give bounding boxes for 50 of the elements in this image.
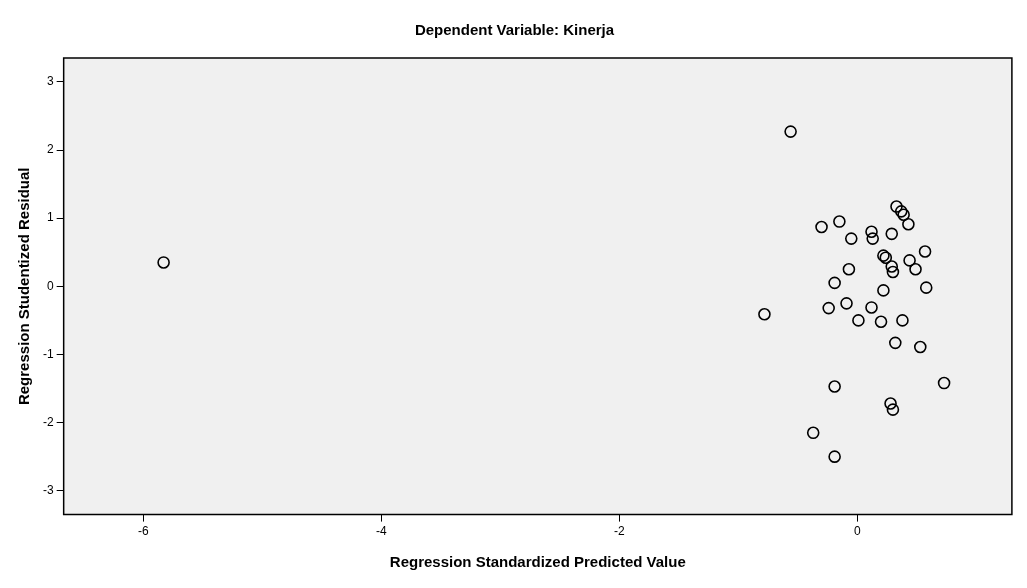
point bbox=[885, 227, 899, 241]
point bbox=[844, 232, 858, 245]
point bbox=[890, 200, 903, 213]
y-tick-label: -2 bbox=[43, 414, 54, 429]
point bbox=[897, 208, 910, 222]
point bbox=[828, 276, 841, 290]
point bbox=[784, 125, 797, 138]
point bbox=[894, 205, 908, 218]
point bbox=[828, 450, 841, 463]
point bbox=[874, 315, 888, 329]
x-tick-label: 0 bbox=[853, 524, 861, 539]
y-tick-label: -1 bbox=[43, 346, 54, 361]
point bbox=[840, 297, 853, 310]
point bbox=[842, 262, 856, 276]
point bbox=[815, 220, 828, 234]
point bbox=[937, 376, 951, 390]
point bbox=[866, 232, 879, 245]
point bbox=[885, 260, 899, 273]
point bbox=[852, 314, 865, 327]
point bbox=[889, 336, 902, 350]
y-tick-label: 1 bbox=[46, 210, 54, 225]
point bbox=[886, 265, 900, 279]
x-axis-title: Regression Standardized Predicted Value bbox=[389, 553, 686, 571]
point bbox=[903, 254, 916, 267]
y-tick-label: -3 bbox=[43, 483, 54, 498]
x-tick-label: -2 bbox=[613, 524, 625, 539]
y-tick-label: 2 bbox=[46, 142, 54, 157]
y-tick-label: 3 bbox=[46, 74, 54, 89]
point bbox=[828, 380, 841, 393]
point bbox=[877, 284, 890, 297]
point bbox=[865, 301, 878, 314]
point bbox=[833, 215, 846, 228]
point bbox=[909, 262, 922, 276]
x-tick-label: -6 bbox=[138, 524, 150, 539]
point bbox=[157, 256, 170, 269]
point bbox=[806, 426, 820, 440]
point bbox=[918, 245, 932, 258]
point bbox=[884, 397, 897, 410]
point bbox=[822, 301, 835, 315]
y-tick-label: 0 bbox=[46, 278, 54, 293]
point bbox=[913, 340, 927, 354]
x-tick-label: -4 bbox=[376, 524, 387, 539]
point bbox=[896, 314, 909, 327]
y-axis-title: Regression Studentized Residual bbox=[15, 167, 33, 406]
point bbox=[886, 403, 900, 416]
chart-title: Dependent Variable: Kinerja bbox=[414, 21, 615, 39]
point bbox=[919, 281, 933, 294]
point bbox=[865, 225, 878, 239]
point bbox=[902, 217, 915, 231]
point bbox=[758, 307, 771, 321]
